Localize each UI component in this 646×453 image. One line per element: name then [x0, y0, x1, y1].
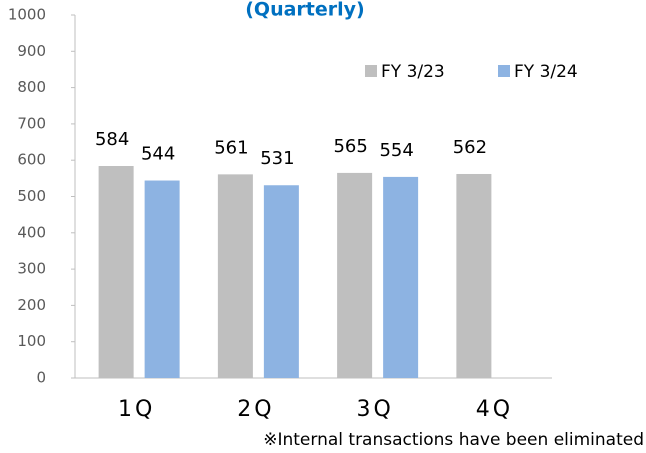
y-tick-label: 800	[17, 78, 46, 96]
y-tick-label: 1000	[8, 6, 46, 24]
value-label: 561	[214, 137, 248, 158]
y-tick-label: 0	[36, 369, 46, 387]
bar	[98, 166, 134, 378]
value-label: 565	[333, 136, 367, 157]
bar	[383, 176, 419, 378]
legend-swatch	[365, 65, 377, 77]
legend-swatch	[498, 65, 510, 77]
bar	[456, 173, 492, 378]
legend-label: FY 3/23	[381, 62, 445, 82]
x-tick-label: 1Q	[118, 397, 155, 422]
value-label: 562	[453, 137, 487, 158]
y-tick-label: 100	[17, 332, 46, 350]
footnote: ※Internal transactions have been elimina…	[263, 430, 644, 450]
y-tick-label: 600	[17, 151, 46, 169]
bar	[217, 174, 253, 378]
y-tick-label: 200	[17, 296, 46, 314]
chart-title: (Quarterly)	[245, 0, 364, 21]
legend-label: FY 3/24	[514, 62, 578, 82]
y-tick-label: 300	[17, 260, 46, 278]
y-tick-label: 900	[17, 42, 46, 60]
x-tick-label: 4Q	[476, 397, 513, 422]
y-tick-label: 400	[17, 223, 46, 241]
x-tick-label: 2Q	[237, 397, 274, 422]
value-label: 544	[141, 144, 175, 165]
y-tick-label: 700	[17, 114, 46, 132]
x-tick-label: 3Q	[356, 397, 393, 422]
y-tick-label: 500	[17, 187, 46, 205]
value-label: 531	[260, 148, 294, 169]
value-label: 554	[379, 140, 413, 161]
bar	[263, 185, 299, 378]
bar	[337, 172, 373, 378]
bar	[144, 180, 180, 378]
value-label: 584	[95, 129, 129, 150]
